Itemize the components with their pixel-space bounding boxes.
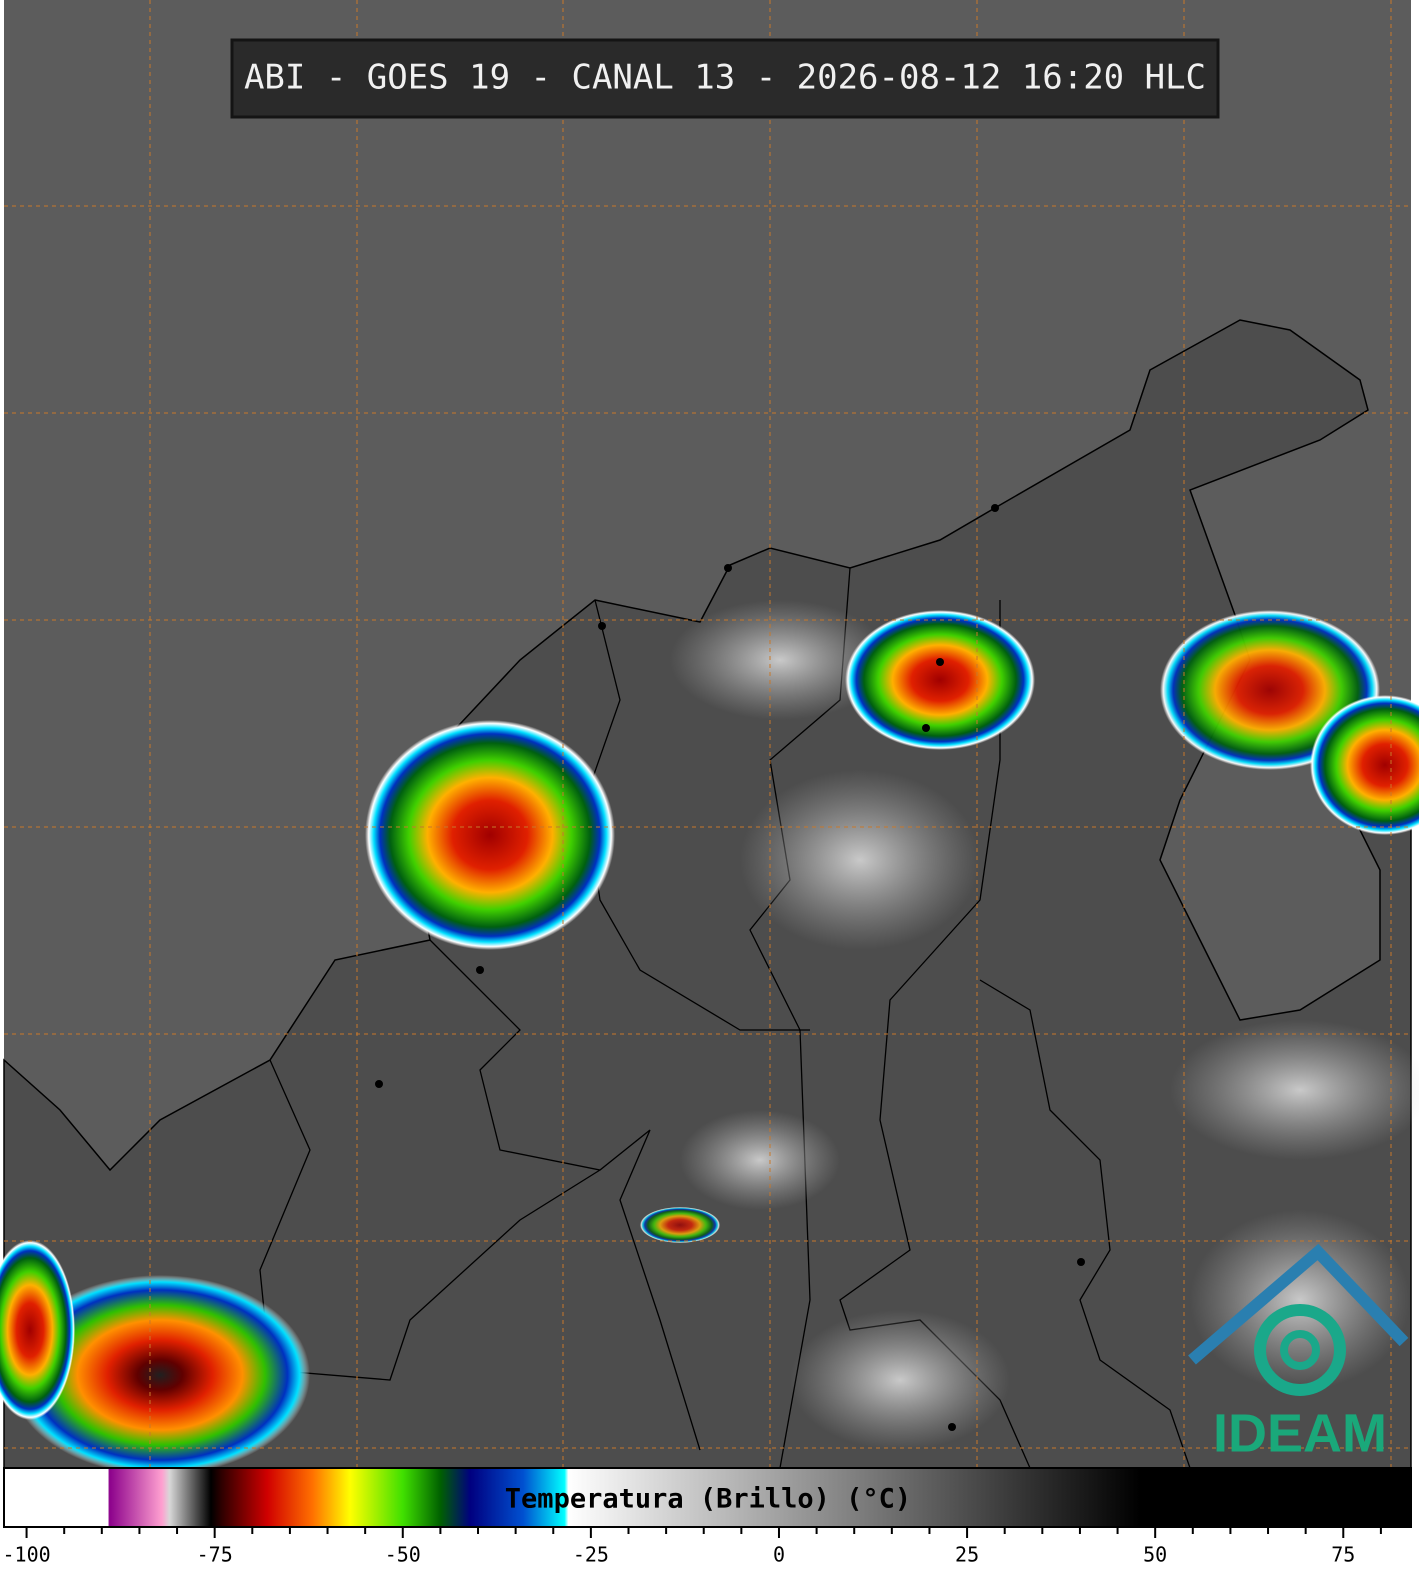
colorbar-label: Temperatura (Brillo) (°C) [505, 1484, 911, 1515]
storm-cells [0, 610, 1419, 1475]
logo-text: IDEAM [1213, 1403, 1387, 1463]
logo: IDEAM [1188, 1243, 1409, 1463]
tick-label: 50 [1143, 1543, 1167, 1567]
tick-label: 25 [955, 1543, 979, 1567]
tick-label: -75 [197, 1543, 233, 1567]
map [0, 0, 1419, 1475]
tick-label: 75 [1331, 1543, 1355, 1567]
tick-label: 0 [773, 1543, 785, 1567]
city-dots [375, 504, 1085, 1431]
cloud-patches [670, 600, 1419, 1450]
tick-label: -50 [385, 1543, 421, 1567]
title-box [230, 38, 1220, 119]
tick-label: -100 [2, 1543, 50, 1567]
colorbar [3, 1467, 1412, 1528]
tick-label: -25 [573, 1543, 609, 1567]
title: ABI - GOES 19 - CANAL 13 - 2026-08-12 16… [244, 58, 1206, 98]
lat-lon-grid [4, 0, 1411, 1468]
